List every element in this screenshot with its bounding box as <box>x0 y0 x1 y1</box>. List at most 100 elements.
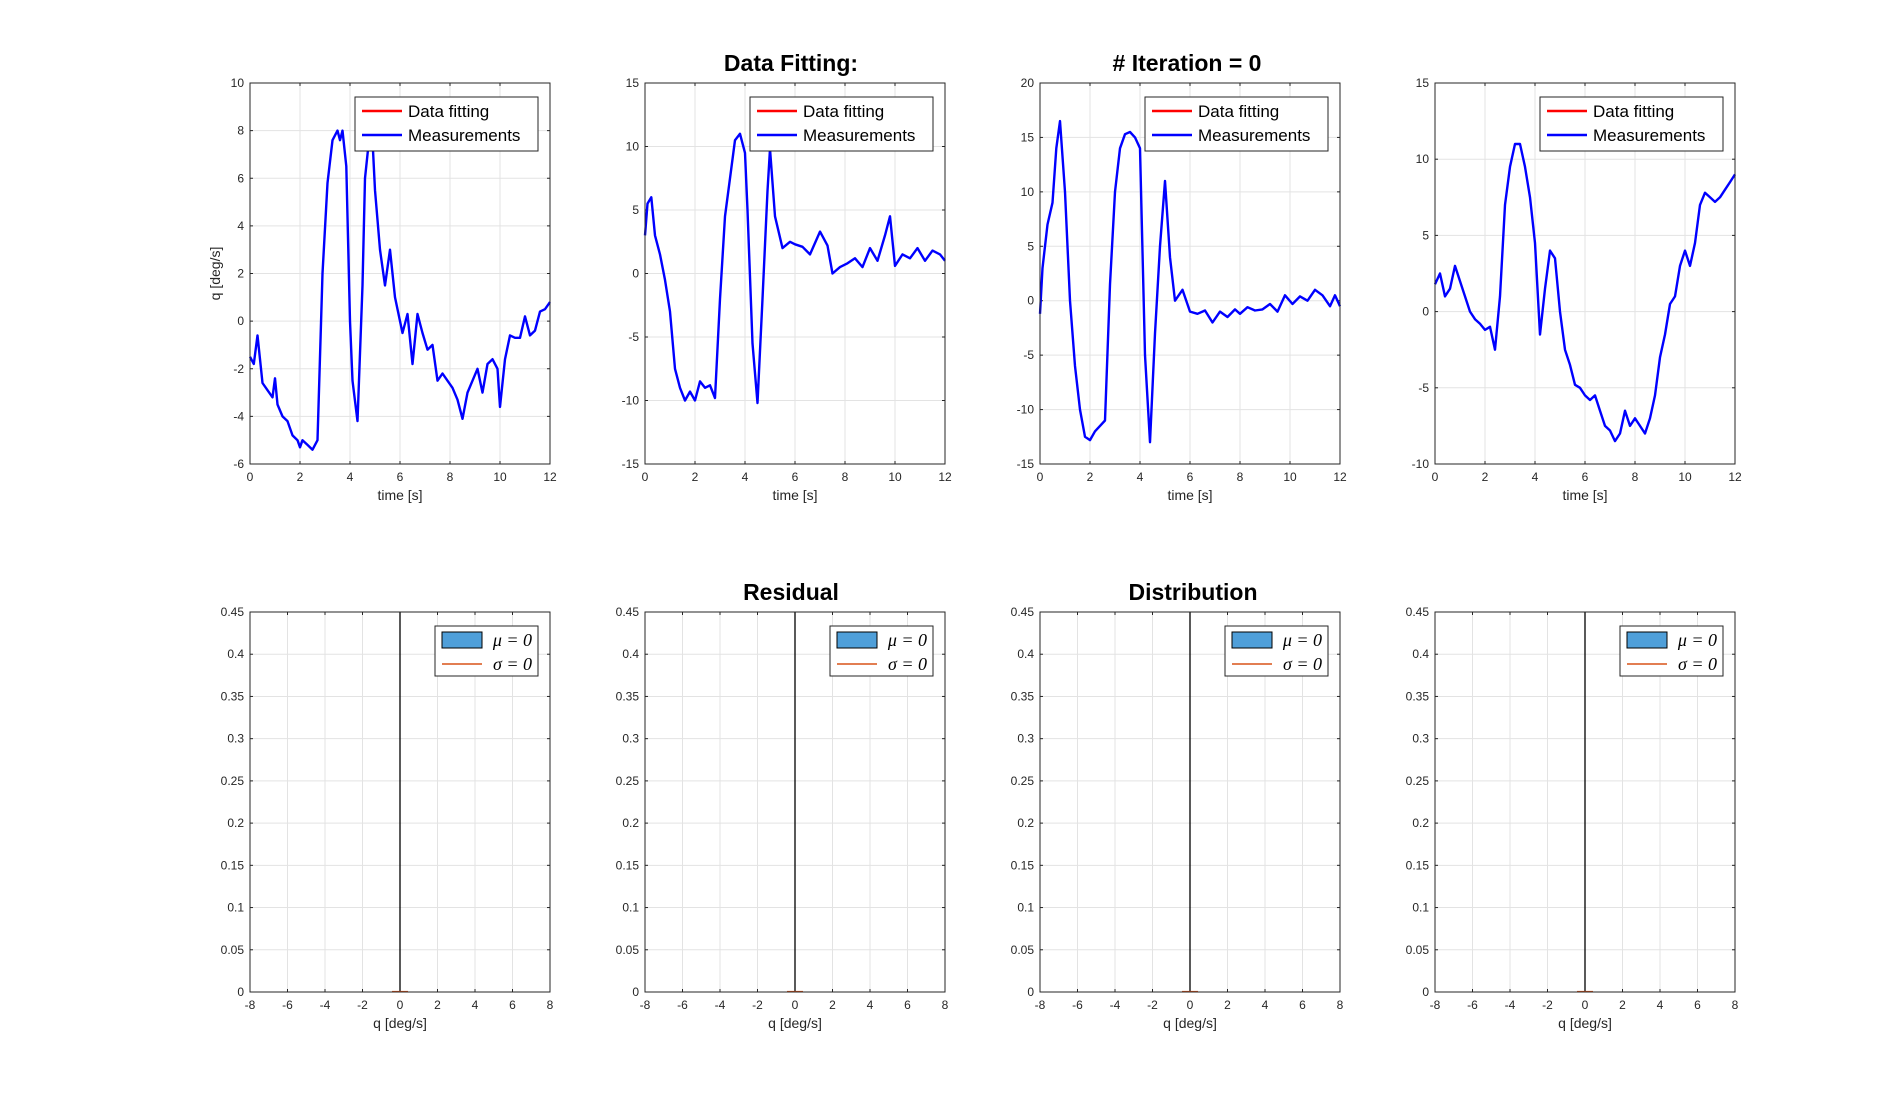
y-tick-label: 10 <box>1416 152 1430 166</box>
x-tick-label: 6 <box>397 470 404 484</box>
x-axis-label: time [s] <box>1167 487 1212 503</box>
x-tick-label: 4 <box>867 998 874 1012</box>
x-tick-label: 4 <box>472 998 479 1012</box>
x-axis-label: q [deg/s] <box>1163 1015 1217 1031</box>
y-tick-label: 15 <box>1416 76 1430 90</box>
y-tick-label: 0 <box>632 985 639 999</box>
y-tick-label: 0 <box>1422 985 1429 999</box>
y-tick-label: -4 <box>233 409 244 423</box>
subplot-5: -8 -6 -4 -2 0 2 4 6 8 0 0.05 0.1 0.15 0.2 0.25 0.3 0.35 0… <box>221 605 554 1031</box>
axes-frame <box>1434 611 1736 993</box>
y-tick-label: -10 <box>1017 403 1035 417</box>
x-tick-label: 6 <box>1187 470 1194 484</box>
x-tick-label: -2 <box>357 998 368 1012</box>
legend-hist-swatch <box>836 631 878 649</box>
y-tick-label: 0.45 <box>221 605 245 619</box>
x-tick-label: 0 <box>1582 998 1589 1012</box>
x-tick-label: 6 <box>1582 470 1589 484</box>
x-tick-label: 12 <box>543 470 557 484</box>
x-tick-label: 10 <box>1678 470 1692 484</box>
legend-label: σ = 0 <box>493 654 532 674</box>
x-tick-label: 4 <box>1262 998 1269 1012</box>
title-data-fitting: Data Fitting: <box>724 50 858 76</box>
y-tick-label: 0.1 <box>1412 901 1429 915</box>
y-tick-label: 0.05 <box>616 943 640 957</box>
y-tick-label: 0.2 <box>1017 816 1034 830</box>
x-tick-label: -8 <box>640 998 651 1012</box>
y-tick-label: 10 <box>1021 185 1035 199</box>
x-tick-label: 8 <box>1337 998 1344 1012</box>
x-tick-label: 6 <box>1299 998 1306 1012</box>
y-tick-label: 0.45 <box>616 605 640 619</box>
subplot-3: 0 2 4 6 8 10 12 -15 -10 -5 0 5 10 15 20 time [s] Data fi… <box>1017 76 1347 503</box>
x-axis-label: time [s] <box>377 487 422 503</box>
axes-frame <box>249 82 551 465</box>
y-tick-label: 15 <box>626 76 640 90</box>
y-tick-label: 10 <box>626 140 640 154</box>
x-tick-label: 8 <box>942 998 949 1012</box>
y-tick-label: 0 <box>1027 985 1034 999</box>
x-tick-label: -2 <box>752 998 763 1012</box>
legend-label: μ = 0 <box>887 630 927 650</box>
x-axis-label: time [s] <box>1562 487 1607 503</box>
series-line-measurements <box>643 132 946 405</box>
axes-frame <box>644 611 946 993</box>
legend-label: μ = 0 <box>1282 630 1322 650</box>
x-tick-label: 2 <box>434 998 441 1012</box>
y-tick-label: 0.2 <box>227 816 244 830</box>
y-tick-label: 0.25 <box>1406 774 1430 788</box>
x-tick-label: -6 <box>282 998 293 1012</box>
x-tick-label: -6 <box>1467 998 1478 1012</box>
x-tick-label: 8 <box>1237 470 1244 484</box>
legend-label: Data fitting <box>1198 102 1279 121</box>
y-tick-label: 0.45 <box>1011 605 1035 619</box>
legend-label: Data fitting <box>1593 102 1674 121</box>
y-tick-label: 0.4 <box>622 647 639 661</box>
legend-box <box>749 96 934 152</box>
y-tick-label: 0.05 <box>221 943 245 957</box>
y-tick-label: 0.05 <box>1011 943 1035 957</box>
y-tick-label: 0.3 <box>622 732 639 746</box>
x-tick-label: 0 <box>642 470 649 484</box>
legend-label: Measurements <box>408 126 520 145</box>
x-tick-label: 6 <box>1694 998 1701 1012</box>
x-tick-label: 2 <box>829 998 836 1012</box>
x-tick-label: 12 <box>1333 470 1347 484</box>
y-tick-label: -15 <box>1017 457 1035 471</box>
x-tick-label: -2 <box>1542 998 1553 1012</box>
x-tick-label: 10 <box>1283 470 1297 484</box>
x-tick-label: 4 <box>347 470 354 484</box>
y-tick-label: 0 <box>1027 294 1034 308</box>
y-tick-label: 0 <box>237 314 244 328</box>
series-line-measurements <box>1038 119 1342 444</box>
y-tick-label: -5 <box>1023 348 1034 362</box>
y-tick-label: 0.3 <box>1412 732 1429 746</box>
y-tick-label: -5 <box>628 330 639 344</box>
y-tick-label: 8 <box>237 124 244 138</box>
x-axis-label: q [deg/s] <box>373 1015 427 1031</box>
x-tick-label: 2 <box>1482 470 1489 484</box>
y-tick-label: 0 <box>1422 305 1429 319</box>
y-tick-label: 0.15 <box>221 858 245 872</box>
x-tick-label: 2 <box>297 470 304 484</box>
y-tick-label: 0.05 <box>1406 943 1430 957</box>
x-tick-label: 0 <box>792 998 799 1012</box>
x-tick-label: 8 <box>547 998 554 1012</box>
legend-label: σ = 0 <box>1678 654 1717 674</box>
x-axis-label: q [deg/s] <box>768 1015 822 1031</box>
y-tick-label: 0.35 <box>1406 689 1430 703</box>
x-tick-label: 8 <box>1632 470 1639 484</box>
x-tick-label: -4 <box>715 998 726 1012</box>
y-tick-label: 5 <box>632 203 639 217</box>
x-tick-label: 10 <box>493 470 507 484</box>
y-tick-label: 6 <box>237 171 244 185</box>
y-tick-label: 5 <box>1422 228 1429 242</box>
y-tick-label: 0.35 <box>1011 689 1035 703</box>
axes-frame <box>1039 611 1341 993</box>
y-tick-label: 0.25 <box>1011 774 1035 788</box>
x-tick-label: 12 <box>938 470 952 484</box>
y-tick-label: 0 <box>237 985 244 999</box>
y-tick-label: 0.15 <box>1406 858 1430 872</box>
x-tick-label: 8 <box>842 470 849 484</box>
